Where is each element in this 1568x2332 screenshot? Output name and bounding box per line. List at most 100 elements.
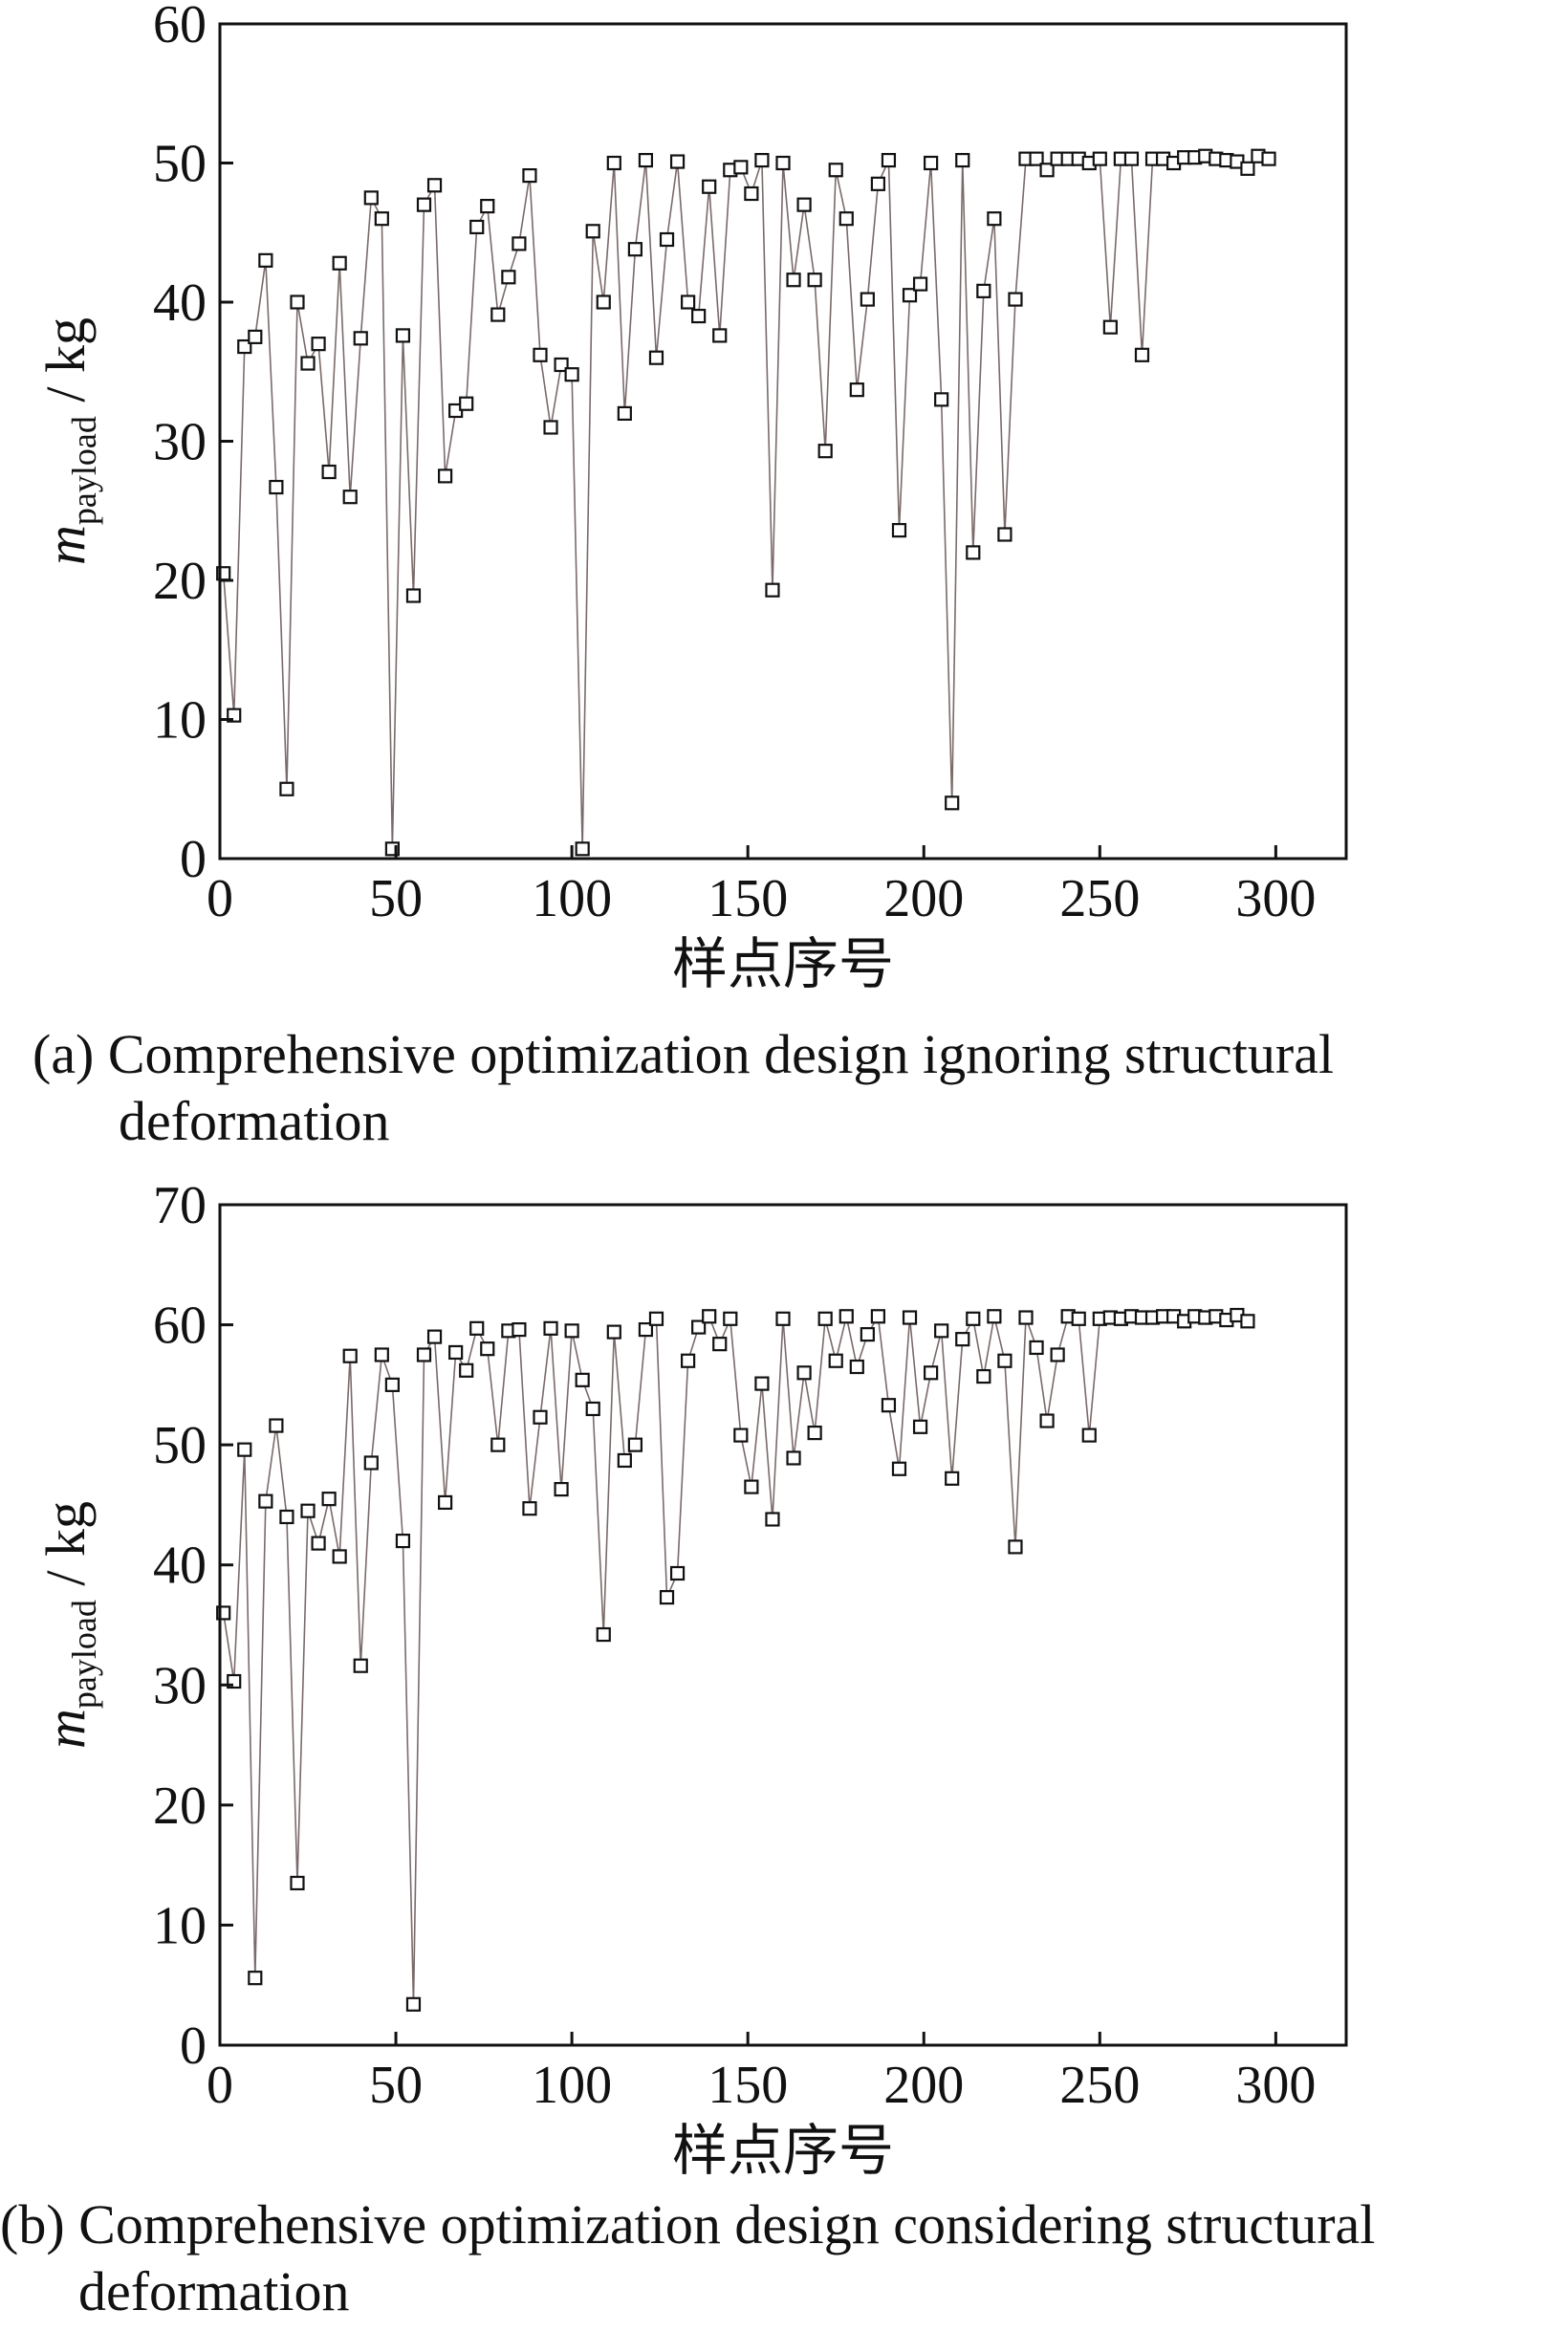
marker xyxy=(395,1533,411,1549)
y-tick-label: 0 xyxy=(180,2016,207,2076)
marker xyxy=(765,1512,780,1527)
y-label-symbol: m xyxy=(34,1709,97,1749)
marker xyxy=(1018,1310,1034,1325)
marker xyxy=(321,464,337,480)
marker xyxy=(1134,347,1150,362)
marker xyxy=(564,1323,579,1339)
marker xyxy=(744,1479,759,1494)
marker xyxy=(543,420,558,435)
marker xyxy=(1261,151,1276,166)
marker xyxy=(669,1565,686,1581)
x-tick-label: 50 xyxy=(369,869,423,928)
marker xyxy=(924,1365,939,1381)
y-tick-label: 40 xyxy=(153,1537,207,1596)
y-tick-label: 70 xyxy=(153,1176,207,1235)
y-axis-label: mpayload / kg xyxy=(34,1501,103,1749)
marker xyxy=(290,294,305,310)
data-line xyxy=(222,155,1270,849)
marker xyxy=(501,270,516,285)
marker xyxy=(533,347,548,362)
marker xyxy=(490,1437,506,1452)
y-tick-label: 10 xyxy=(153,1896,207,1955)
marker xyxy=(870,1309,885,1324)
marker xyxy=(1081,1428,1097,1443)
marker xyxy=(796,197,812,212)
marker xyxy=(828,1353,843,1368)
marker xyxy=(891,523,907,538)
x-tick-label: 0 xyxy=(207,2056,233,2115)
marker xyxy=(554,357,569,373)
marker xyxy=(860,292,875,307)
marker xyxy=(817,1311,833,1326)
x-tick-label: 300 xyxy=(1235,2056,1316,2115)
marker xyxy=(702,179,717,194)
caption: (b) Comprehensive optimization design co… xyxy=(0,2193,1376,2322)
marker xyxy=(426,1329,443,1344)
y-label-unit: / kg xyxy=(34,1501,97,1586)
marker xyxy=(617,405,632,421)
x-tick-label: 250 xyxy=(1059,869,1140,928)
data-line xyxy=(222,1314,1249,2005)
y-tick-label: 20 xyxy=(153,552,207,611)
y-tick-label: 60 xyxy=(153,1297,207,1356)
marker xyxy=(712,1337,728,1352)
marker xyxy=(269,479,284,495)
marker xyxy=(606,1324,621,1340)
marker xyxy=(522,1501,537,1516)
marker xyxy=(945,1471,960,1486)
marker xyxy=(881,1398,897,1413)
marker xyxy=(754,152,770,168)
y-label-space xyxy=(34,1586,97,1601)
marker xyxy=(237,338,252,355)
marker xyxy=(533,1409,548,1425)
marker xyxy=(638,152,654,168)
marker xyxy=(712,328,728,343)
x-axis-label: 样点序号 xyxy=(672,2120,894,2182)
marker xyxy=(1092,151,1107,166)
marker xyxy=(681,1353,696,1368)
x-tick-label: 100 xyxy=(532,2056,612,2115)
marker xyxy=(702,1309,717,1324)
marker xyxy=(438,469,453,484)
marker xyxy=(691,308,707,324)
marker xyxy=(987,1309,1002,1324)
marker xyxy=(659,1590,675,1605)
marker xyxy=(987,211,1002,227)
marker xyxy=(765,582,780,598)
plot-frame xyxy=(218,22,1348,861)
marker xyxy=(448,1344,464,1361)
marker xyxy=(332,1549,347,1564)
marker xyxy=(405,588,422,603)
marker xyxy=(269,1418,284,1433)
marker xyxy=(480,199,495,214)
marker xyxy=(363,1455,379,1471)
marker xyxy=(1029,151,1044,166)
marker xyxy=(627,1437,642,1452)
marker xyxy=(786,272,801,288)
marker xyxy=(353,1658,368,1673)
marker xyxy=(733,1428,749,1443)
x-tick-label: 200 xyxy=(883,2056,964,2115)
x-tick-label: 50 xyxy=(369,2056,423,2115)
marker xyxy=(838,211,854,227)
x-tick-label: 300 xyxy=(1235,869,1316,928)
marker xyxy=(934,392,949,407)
y-label-subscript: payload xyxy=(65,416,103,525)
marker xyxy=(648,350,664,365)
marker xyxy=(279,1509,294,1525)
x-tick-label: 0 xyxy=(207,869,233,928)
x-tick-label: 150 xyxy=(708,2056,788,2115)
x-axis-label: 样点序号 xyxy=(672,933,894,995)
y-tick-label: 30 xyxy=(153,413,207,472)
marker xyxy=(564,367,579,382)
marker xyxy=(648,1311,664,1326)
marker xyxy=(384,1377,400,1392)
marker xyxy=(1050,1347,1065,1362)
marker xyxy=(596,1626,611,1643)
y-tick-label: 50 xyxy=(153,135,207,194)
marker xyxy=(627,242,642,257)
marker xyxy=(1029,1340,1044,1356)
caption: (a) Comprehensive optimization design ig… xyxy=(33,1023,1335,1152)
marker xyxy=(955,1332,970,1347)
